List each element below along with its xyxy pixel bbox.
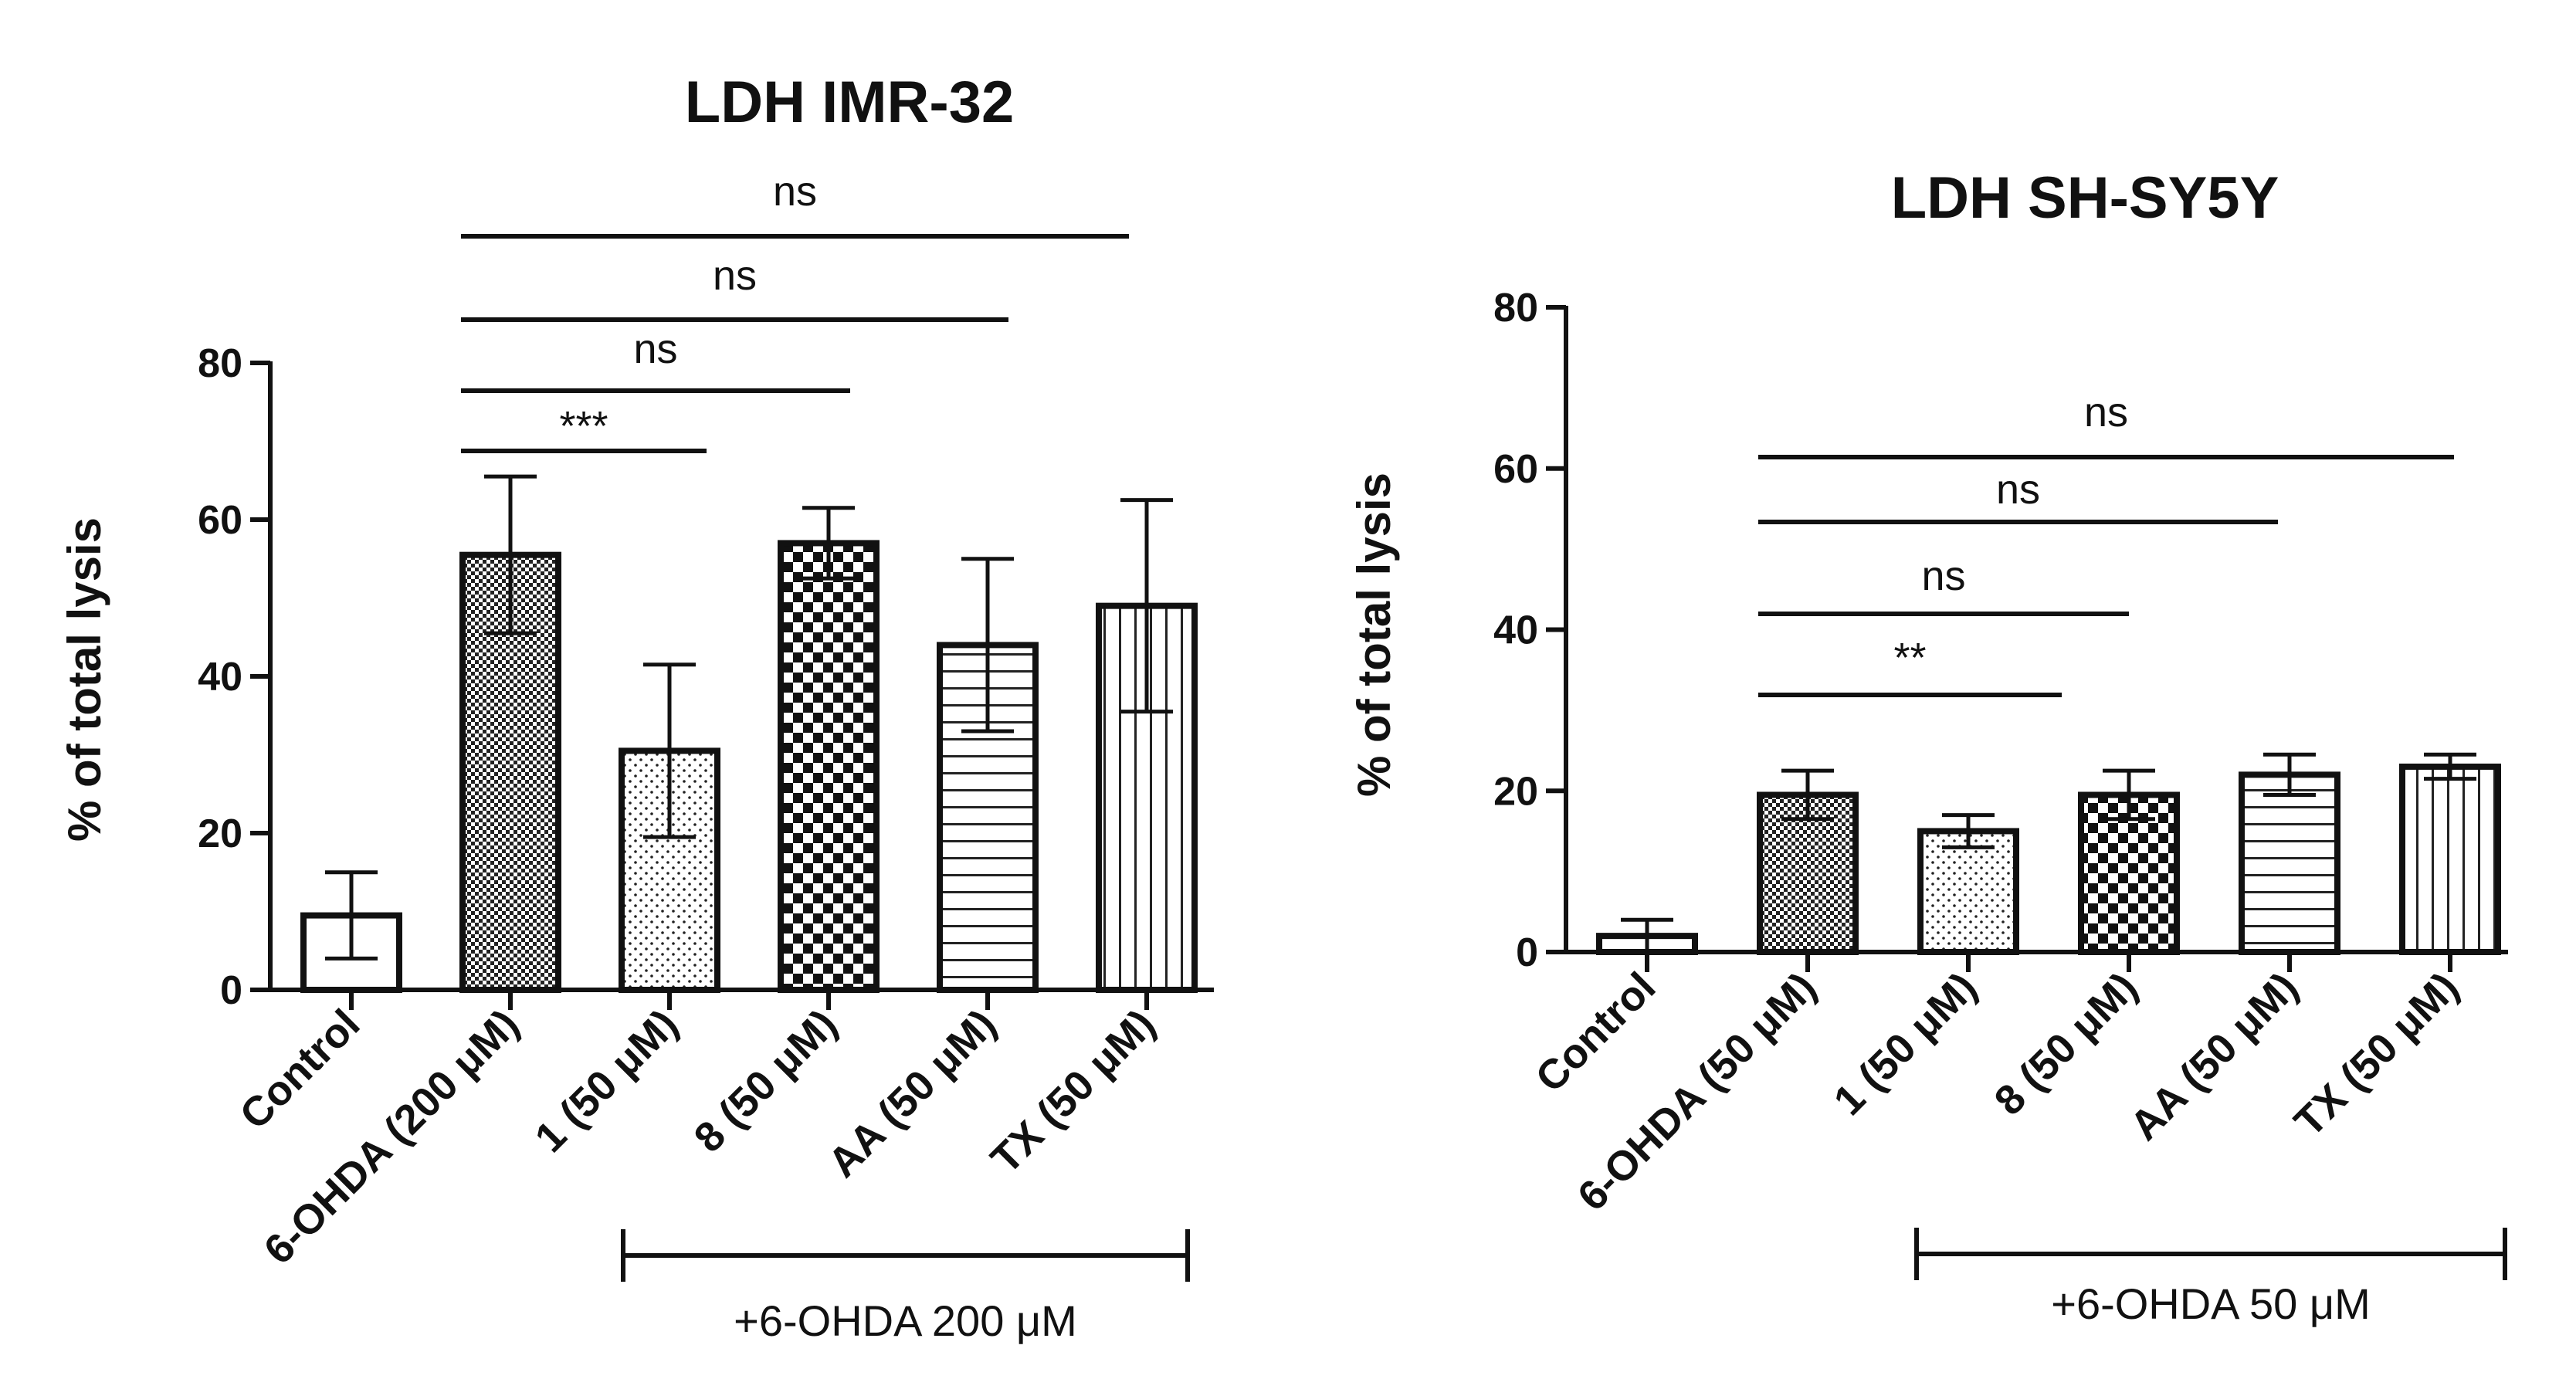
- treatment-bracket: +6-OHDA 200 μM: [621, 1229, 1190, 1345]
- y-axis-label: % of total lysis: [1348, 473, 1400, 797]
- y-tick-label: 0: [1516, 930, 1538, 975]
- chart-title: LDH SH-SY5Y: [1891, 165, 2279, 231]
- significance-label: ns: [1921, 553, 1965, 599]
- category-label: AA (50 μM): [819, 1001, 1005, 1186]
- significance-label: ns: [1996, 466, 2040, 513]
- category-label: Control: [1527, 964, 1664, 1101]
- y-tick-label: 20: [1493, 769, 1538, 814]
- y-tick-label: 60: [198, 498, 242, 543]
- bars: [300, 474, 1198, 994]
- y-tick-label: 40: [1493, 608, 1538, 653]
- y-tick-label: 60: [1493, 447, 1538, 492]
- significance-label: ns: [713, 252, 757, 299]
- bar: [1917, 828, 2019, 955]
- chart-title: LDH IMR-32: [685, 69, 1014, 135]
- category-label: Control: [231, 1001, 368, 1138]
- y-axis-label: % of total lysis: [59, 517, 110, 842]
- axes: 0 20 40 60 80: [198, 341, 1214, 1013]
- category-label: AA (50 μM): [2121, 964, 2307, 1149]
- significance-label: ***: [559, 403, 608, 449]
- category-label: TX (50 μM): [2286, 964, 2468, 1146]
- category-label: 8 (50 μM): [1986, 964, 2147, 1124]
- bar: [778, 540, 880, 993]
- y-tick-label: 0: [220, 968, 242, 1013]
- chart-panel-shsy5y: LDH SH-SY5Y % of total lysis 0 20 40 60 80 *…: [1348, 165, 2508, 1328]
- y-tick-label: 80: [198, 341, 242, 386]
- bar: [2399, 763, 2501, 955]
- chart-panel-imr32: LDH IMR-32 % of total lysis 0 20 40 60 80 **…: [59, 69, 1214, 1345]
- bar: [1757, 791, 1859, 955]
- axes: 0 20 40 60 80: [1493, 286, 2508, 975]
- y-tick-label: 40: [198, 655, 242, 700]
- category-label: 8 (50 μM): [686, 1001, 846, 1161]
- y-tick-label: 80: [1493, 286, 1538, 330]
- category-label: 1 (50 μM): [1825, 964, 1986, 1124]
- bracket-label: +6-OHDA 200 μM: [734, 1296, 1077, 1345]
- category-label: 1 (50 μM): [527, 1001, 687, 1161]
- significance-label: **: [1893, 635, 1926, 681]
- significance-label: ns: [2084, 389, 2128, 435]
- bar: [2239, 771, 2340, 955]
- y-tick-label: 20: [198, 812, 242, 856]
- treatment-bracket: +6-OHDA 50 μM: [1914, 1228, 2507, 1328]
- bars: [1596, 752, 2501, 955]
- bracket-label: +6-OHDA 50 μM: [2051, 1279, 2371, 1328]
- significance-label: ns: [773, 168, 817, 215]
- significance-label: ns: [633, 326, 677, 372]
- category-label: TX (50 μM): [982, 1001, 1164, 1183]
